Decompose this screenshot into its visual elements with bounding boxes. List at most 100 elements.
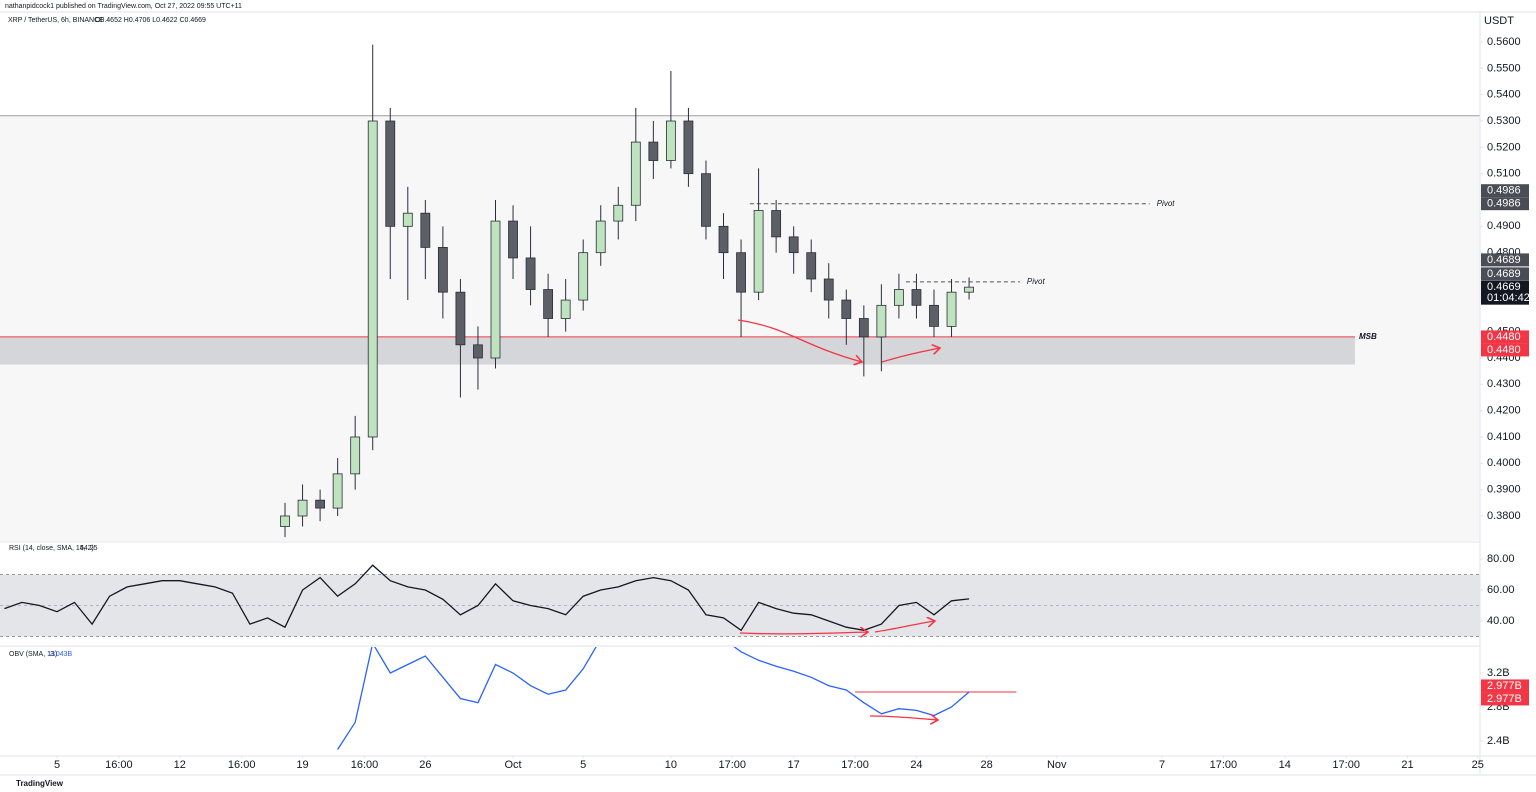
indicator-line (4, 564, 970, 632)
x-tick-label: 12 (174, 759, 186, 771)
indicator-line (337, 647, 970, 750)
arrow (739, 632, 868, 634)
arrow (881, 348, 940, 363)
price-label: 2.977B (1487, 693, 1522, 705)
price-label: 0.4480 (1487, 331, 1521, 343)
y-tick-label: 0.5400 (1487, 89, 1521, 101)
symbol: XRP / TetherUS, 6h, BINANCE (8, 17, 104, 24)
candle-body (894, 289, 904, 306)
candle-body (350, 436, 361, 475)
price-label: 0.4669 (1487, 281, 1521, 293)
ohlc-legend: O0.4652 H0.4706 L0.4622 C0.4669 (95, 17, 206, 24)
candle-body (876, 304, 887, 338)
y-tick-label: 2.4B (1487, 735, 1510, 747)
candle-body (788, 236, 799, 254)
price-label-box (1481, 184, 1529, 198)
x-tick-label: 24 (910, 759, 922, 771)
candle-body (490, 220, 501, 359)
price-label-box (1481, 679, 1529, 693)
candle-body (437, 247, 448, 293)
x-tick-label: 16:00 (351, 759, 379, 771)
footer-bar (0, 775, 1536, 792)
price-label-box (1481, 267, 1529, 281)
annotations (737, 319, 940, 720)
x-tick-label: 5 (580, 759, 586, 771)
pane (337, 647, 1017, 750)
rsi-value: 54.25 (80, 545, 98, 552)
x-tick-label: 17 (788, 759, 800, 771)
price-label-box (1481, 280, 1529, 305)
price-label: 0.4689 (1487, 254, 1521, 266)
x-tick-label: 7 (1159, 759, 1165, 771)
candle-body (753, 210, 764, 293)
candle-body (332, 473, 343, 509)
price-label-box (1481, 343, 1529, 357)
y-tick-label: 0.4100 (1487, 431, 1521, 443)
x-tick-label: 14 (1279, 759, 1291, 771)
x-tick-label: 5 (54, 759, 60, 771)
y-tick-label: 0.5600 (1487, 36, 1521, 48)
level-label: MSB (1359, 332, 1377, 341)
footer-logo: TradingView (16, 779, 64, 788)
price-label-box (1481, 253, 1529, 267)
x-tick-label: 19 (296, 759, 308, 771)
candle-body (315, 499, 325, 509)
y-tick-label: 0.4200 (1487, 405, 1521, 417)
attribution: nathanpidcock1 published on TradingView.… (5, 3, 242, 10)
candle-body (578, 252, 589, 301)
y-tick-label: 0.4300 (1487, 378, 1521, 390)
price-label: 0.4986 (1487, 198, 1521, 210)
y-tick-label: 0.5500 (1487, 62, 1521, 74)
candle-body (402, 212, 413, 227)
pane (0, 44, 1480, 541)
obv-value: 3.043B (50, 651, 73, 658)
countdown: 01:04:42 (1487, 292, 1530, 304)
candle-body (385, 120, 396, 227)
candle-body (946, 291, 957, 327)
y-tick-label: 0.5200 (1487, 141, 1521, 153)
level-label: Pivot (1027, 277, 1046, 286)
candle-body (841, 299, 852, 319)
candle-body (718, 225, 729, 254)
price-label-box (1481, 330, 1529, 344)
x-tick-label: 25 (1472, 759, 1484, 771)
candle-body (420, 212, 431, 248)
candle-body (858, 318, 869, 338)
range-shade (0, 115, 1480, 541)
y-tick-label: 80.00 (1487, 553, 1515, 565)
candle-body (630, 141, 641, 206)
x-tick-label: Nov (1047, 759, 1067, 771)
candle-body (543, 289, 554, 319)
x-tick-label: 17:00 (719, 759, 747, 771)
candle-body (823, 278, 834, 301)
candle-body (508, 220, 518, 259)
arrow (869, 716, 938, 720)
price-label: 2.977B (1487, 680, 1522, 692)
obv-title: OBV (SMA, 13) (9, 651, 57, 658)
price-label: 0.4480 (1487, 344, 1521, 356)
y-tick-label: 0.3800 (1487, 510, 1521, 522)
x-tick-label: 10 (665, 759, 677, 771)
candle-body (736, 252, 746, 293)
candle-body (683, 120, 694, 175)
x-tick-label: 17:00 (841, 759, 869, 771)
candle-body (595, 220, 606, 254)
x-tick-label: 16:00 (228, 759, 256, 771)
x-tick-label: 17:00 (1210, 759, 1238, 771)
x-tick-label: 21 (1401, 759, 1413, 771)
candle-body (701, 173, 711, 227)
candle-body (297, 499, 308, 517)
price-label: 0.4689 (1487, 268, 1521, 280)
candle-body (367, 120, 378, 438)
candle-body (473, 344, 483, 359)
candle-body (771, 210, 782, 238)
candle-body (964, 286, 974, 293)
y-tick-label: 0.3900 (1487, 484, 1521, 496)
candle-body (648, 141, 659, 161)
candle-body (911, 289, 922, 306)
x-tick-label: 17:00 (1332, 759, 1360, 771)
msb-zone (0, 336, 1355, 365)
y-tick-label: 0.5300 (1487, 115, 1521, 127)
x-tick-label: 28 (980, 759, 992, 771)
price-label-box (1481, 692, 1529, 706)
